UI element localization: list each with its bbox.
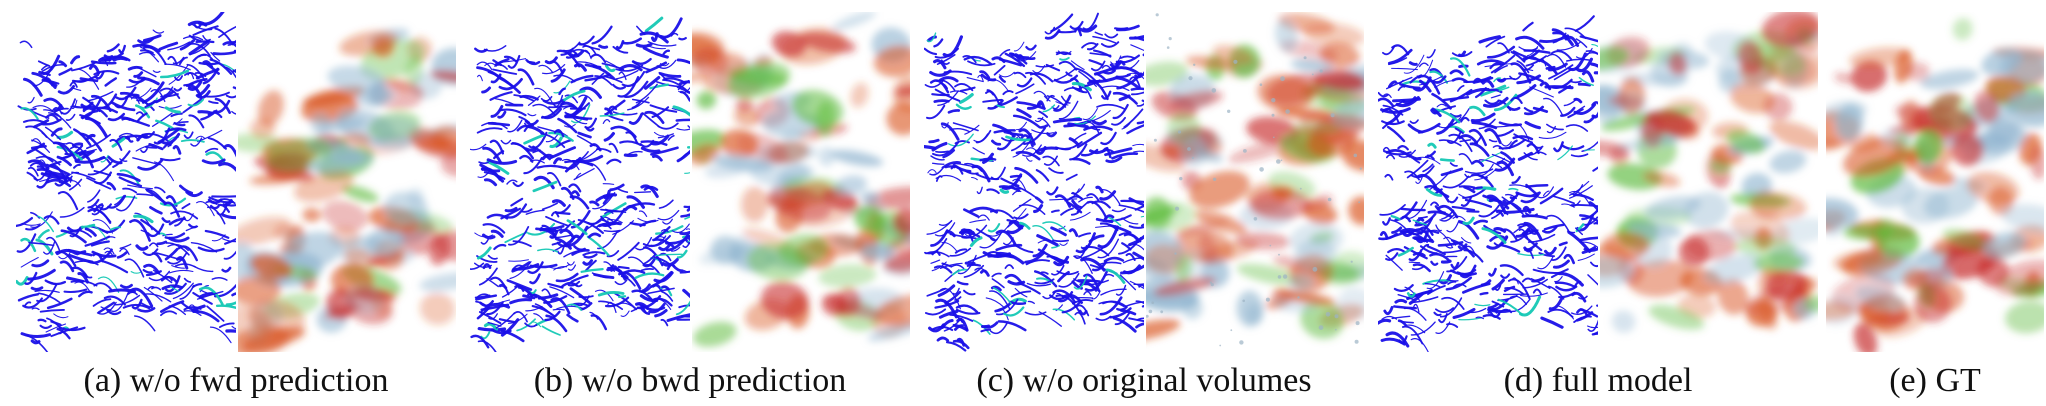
- flow-line-render: [1378, 12, 1598, 352]
- panel-d: [1378, 12, 1818, 352]
- caption-a: (a) w/o fwd prediction: [83, 362, 389, 399]
- panel-a: [16, 12, 456, 352]
- panel-b: [470, 12, 910, 352]
- caption-b: (b) w/o bwd prediction: [533, 362, 847, 399]
- flow-line-render: [470, 12, 690, 352]
- caption-d: (d) full model: [1503, 362, 1693, 399]
- volume-render: [1826, 12, 2044, 352]
- flow-line-render: [16, 12, 236, 352]
- flow-line-render: [924, 12, 1144, 352]
- volume-render: [692, 12, 910, 352]
- caption-e: (e) GT: [1889, 362, 1981, 399]
- volume-render: [1600, 12, 1818, 352]
- volume-render: [1146, 12, 1364, 352]
- caption-c: (c) w/o original volumes: [976, 362, 1312, 399]
- panel-e: [1826, 12, 2044, 352]
- volume-render: [238, 12, 456, 352]
- panel-c: [924, 12, 1364, 352]
